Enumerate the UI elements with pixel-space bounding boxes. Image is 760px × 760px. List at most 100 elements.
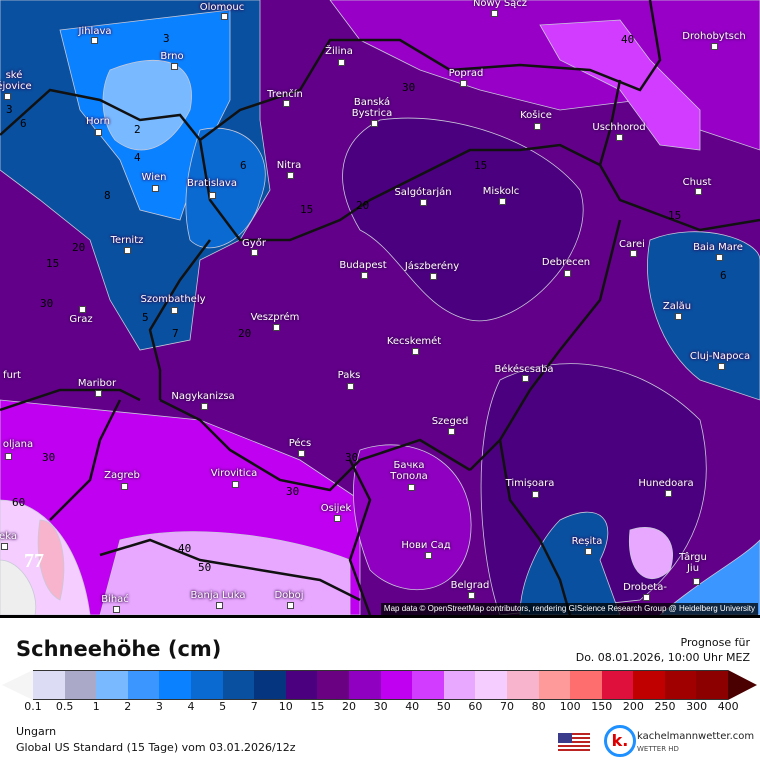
border-hu-south <box>159 398 471 492</box>
city-label: eka <box>0 531 17 542</box>
city-label: Paks <box>337 370 361 381</box>
colorbar-tick-label: 1 <box>92 700 100 713</box>
city-marker <box>408 484 415 491</box>
forecast-label: Prognose für <box>680 636 751 649</box>
city-label: Cluj-Napoca <box>689 351 751 362</box>
border-at-hu <box>148 239 211 400</box>
city-marker <box>675 313 682 320</box>
city-marker <box>420 199 427 206</box>
border-hu-east <box>469 219 622 471</box>
colorbar-tick-label: 40 <box>405 700 420 713</box>
map-fields <box>0 0 760 615</box>
contour-label: 15 <box>668 209 682 222</box>
colorbar-over-arrow <box>728 670 757 700</box>
legend-title: Schneehöhe (cm) <box>16 637 222 661</box>
city-marker <box>718 363 725 370</box>
city-marker <box>216 602 223 609</box>
city-label: Banja Luka <box>190 590 246 601</box>
colorbar-cell <box>254 671 286 699</box>
contour-label: 15 <box>474 159 488 172</box>
city-marker <box>121 483 128 490</box>
colorbar-cell <box>380 671 413 699</box>
colorbar-tick-label: 10 <box>278 700 293 713</box>
snow-depth-map[interactable]: Olomouc Nowy Sącz Jihlava Brno ské ějovice Ži… <box>0 0 760 615</box>
field-blue-east <box>647 231 760 401</box>
city-label: Győr <box>242 238 266 249</box>
city-label: Osijek <box>320 503 352 514</box>
city-marker <box>4 93 11 100</box>
field-blue-south-east <box>519 511 621 615</box>
city-marker <box>532 491 539 498</box>
contour-label: 2 <box>134 123 141 136</box>
city-label: Kecskemét <box>386 336 442 347</box>
city-marker <box>643 594 650 601</box>
contour-label: 77 <box>24 550 44 572</box>
contour-label: 20 <box>238 327 252 340</box>
field-blue-west-core <box>102 59 192 151</box>
colorbar-cell <box>475 671 507 699</box>
contour-label: 6 <box>20 117 27 130</box>
city-label: Drobeta- <box>623 582 667 593</box>
city-marker <box>201 403 208 410</box>
map-attribution[interactable]: Map data © OpenStreetMap contributors, r… <box>380 603 758 615</box>
contour-label: 20 <box>356 199 370 212</box>
colorbar-tick-label: 2 <box>124 700 132 713</box>
city-marker <box>91 37 98 44</box>
city-marker <box>1 543 8 550</box>
city-label: Brno <box>160 51 184 62</box>
colorbar-tick-label: 70 <box>500 700 514 713</box>
city-label: oljana <box>2 439 34 450</box>
contour-label: 30 <box>345 451 359 464</box>
colorbar-cell <box>443 671 476 699</box>
city-marker <box>695 188 702 195</box>
contour-label: 6 <box>720 269 727 282</box>
city-label: Timișoara <box>505 478 555 489</box>
colorbar-tick-label: 0.1 <box>24 700 42 713</box>
contour-label: 5 <box>142 311 149 324</box>
city-marker <box>95 390 102 397</box>
city-label: Pécs <box>288 438 312 449</box>
colorbar-cell <box>33 671 65 699</box>
colorbar-cell <box>696 671 729 699</box>
city-marker <box>522 375 529 382</box>
city-label: Târgu Jiu <box>679 552 707 574</box>
colorbar-tick-label: 80 <box>531 700 546 713</box>
city-marker <box>171 307 178 314</box>
colorbar-tick-label: 100 <box>559 700 581 713</box>
city-marker <box>95 129 102 136</box>
border-rs-hr <box>348 459 372 615</box>
colorbar-tick-label: 50 <box>436 700 451 713</box>
kachelmann-logo-icon[interactable]: k. <box>604 725 636 757</box>
colorbar-tick-label: 60 <box>468 700 483 713</box>
city-marker <box>338 59 345 66</box>
city-marker <box>693 578 700 585</box>
colorbar-cell <box>348 671 381 699</box>
field-sea <box>0 559 37 615</box>
field-targu-peak <box>628 527 673 580</box>
city-label: Miskolc <box>482 186 520 197</box>
city-label: Jihlava <box>78 26 112 37</box>
city-marker <box>630 250 637 257</box>
city-label: Debrecen <box>541 257 591 268</box>
city-label: Zagreb <box>104 470 140 481</box>
colorbar-cell <box>64 671 97 699</box>
city-marker <box>113 606 120 613</box>
us-flag-icon[interactable] <box>558 733 590 751</box>
city-label: Belgrad <box>450 580 490 591</box>
colorbar-tick-label: 250 <box>654 700 676 713</box>
city-label: Baia Mare <box>693 242 743 253</box>
brand-name[interactable]: kachelmannwetter.com <box>637 731 755 742</box>
city-marker <box>564 270 571 277</box>
contour-label: 3 <box>163 32 170 45</box>
contour-label: 30 <box>40 297 54 310</box>
separator <box>0 615 760 618</box>
colorbar-tick-label: 150 <box>591 700 613 713</box>
city-marker <box>448 428 455 435</box>
city-label: Chust <box>682 177 712 188</box>
colorbar-cell <box>222 671 255 699</box>
city-marker <box>430 273 437 280</box>
city-marker <box>152 185 159 192</box>
colorbar-tick-label: 3 <box>155 700 163 713</box>
city-label: Banská Bystrica <box>351 97 393 119</box>
city-marker <box>5 453 12 460</box>
